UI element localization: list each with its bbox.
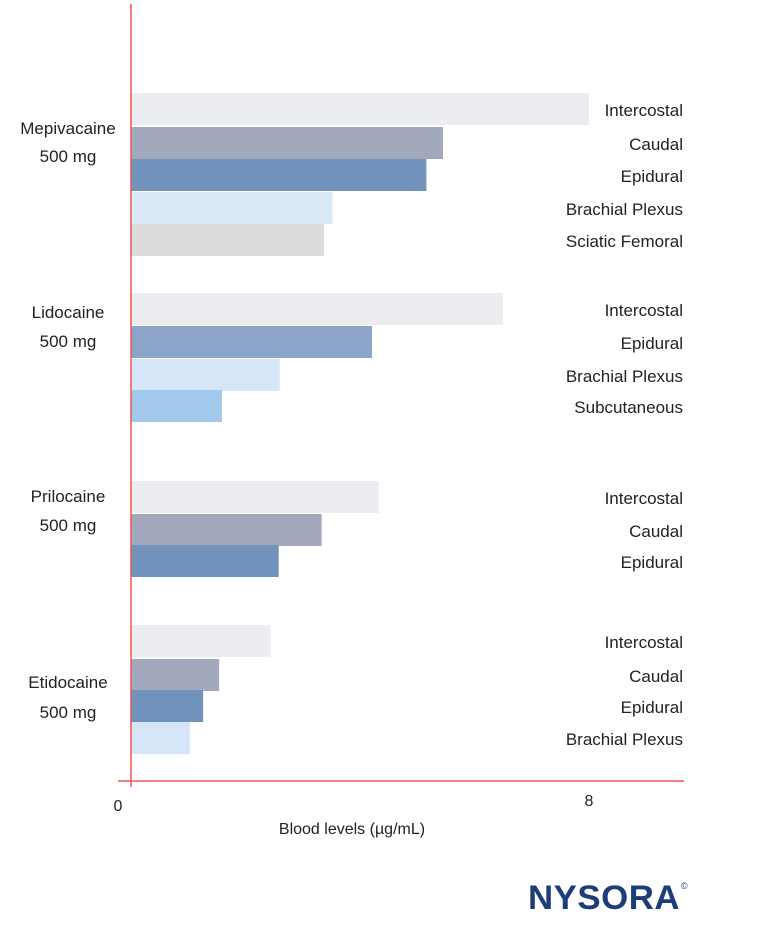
route-label: Epidural [621, 167, 683, 186]
bar-lidocaine-intercostal [131, 293, 504, 325]
bar-mepivacaine-epidural [131, 159, 427, 191]
route-label: Brachial Plexus [566, 367, 683, 386]
drug-label: Mepivacaine [20, 119, 115, 138]
route-label: Sciatic Femoral [566, 232, 683, 251]
drug-dose-label: 500 mg [40, 703, 97, 722]
bar-mepivacaine-brachial-plexus [131, 192, 333, 224]
x-tick-label-0: 0 [114, 798, 123, 815]
route-label: Intercostal [605, 489, 683, 508]
labels-layer: Intercostal Caudal Epidural Brachial Plexus… [20, 101, 683, 749]
route-label: Epidural [621, 553, 683, 572]
axes-layer: 0 8 Blood levels (µg/mL) [114, 4, 684, 838]
route-label: Intercostal [605, 633, 683, 652]
route-label: Subcutaneous [574, 398, 683, 417]
x-axis-title: Blood levels (µg/mL) [279, 821, 425, 838]
bar-etidocaine-epidural [131, 690, 204, 722]
logo-wordmark: NYSORA [528, 879, 680, 917]
drug-label: Etidocaine [28, 673, 107, 692]
bar-prilocaine-intercostal [131, 481, 379, 513]
bar-lidocaine-subcutaneous [131, 390, 223, 422]
drug-dose-label: 500 mg [40, 332, 97, 351]
drug-dose-label: 500 mg [40, 516, 97, 535]
route-label: Epidural [621, 334, 683, 353]
bar-etidocaine-brachial-plexus [131, 722, 190, 754]
route-label: Intercostal [605, 101, 683, 120]
bar-prilocaine-epidural [131, 545, 279, 577]
route-label: Intercostal [605, 301, 683, 320]
route-label: Caudal [629, 135, 683, 154]
bar-lidocaine-epidural [131, 326, 373, 358]
bar-mepivacaine-intercostal [131, 93, 589, 125]
drug-label: Lidocaine [32, 303, 105, 322]
bar-mepivacaine-caudal [131, 127, 444, 159]
route-label: Caudal [629, 522, 683, 541]
bar-mepivacaine-sciatic-femoral [131, 224, 324, 256]
route-label: Brachial Plexus [566, 200, 683, 219]
bar-etidocaine-caudal [131, 659, 220, 691]
bar-prilocaine-caudal [131, 514, 322, 546]
bar-lidocaine-brachial-plexus [131, 359, 280, 391]
logo-copyright-mark: © [681, 881, 688, 891]
drug-label: Prilocaine [31, 487, 106, 506]
drug-dose-label: 500 mg [40, 147, 97, 166]
route-label: Caudal [629, 667, 683, 686]
route-label: Epidural [621, 698, 683, 717]
route-label: Brachial Plexus [566, 730, 683, 749]
bars-layer [131, 93, 589, 754]
bar-etidocaine-intercostal [131, 625, 271, 657]
x-tick-label-8: 8 [585, 793, 594, 810]
nysora-logo: NYSORA © [528, 879, 688, 917]
